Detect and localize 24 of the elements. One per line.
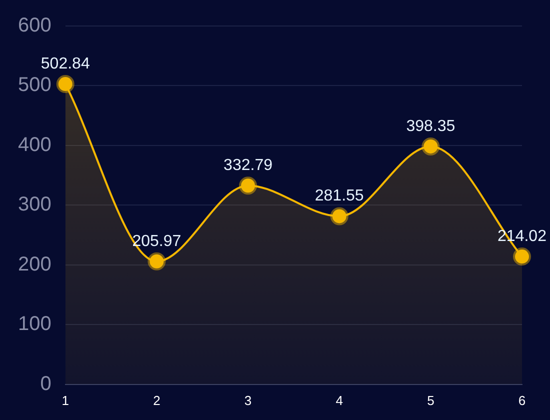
y-tick-label: 200 [18, 253, 52, 276]
x-tick-label: 4 [336, 392, 343, 408]
data-label: 205.97 [132, 232, 182, 250]
y-tick-label: 0 [40, 372, 52, 395]
x-tick-label: 3 [244, 392, 252, 408]
data-label: 398.35 [406, 118, 456, 135]
y-tick-label: 100 [18, 313, 52, 336]
point [513, 248, 531, 266]
y-tick-label: 600 [18, 14, 52, 37]
point [422, 137, 440, 156]
x-tick-label: 6 [518, 392, 526, 408]
x-tick-label: 1 [62, 392, 69, 408]
data-label: 502.84 [40, 55, 90, 72]
x-tick-label: 5 [427, 392, 434, 408]
point [330, 207, 348, 226]
y-tick-label: 500 [18, 74, 52, 96]
x-tick-label: 2 [153, 392, 160, 408]
point [148, 252, 166, 270]
y-tick-label: 300 [18, 194, 52, 216]
point [239, 176, 258, 195]
data-label: 281.55 [314, 188, 364, 205]
point [56, 75, 74, 94]
y-tick-label: 400 [18, 134, 52, 156]
data-label: 332.79 [224, 157, 273, 174]
